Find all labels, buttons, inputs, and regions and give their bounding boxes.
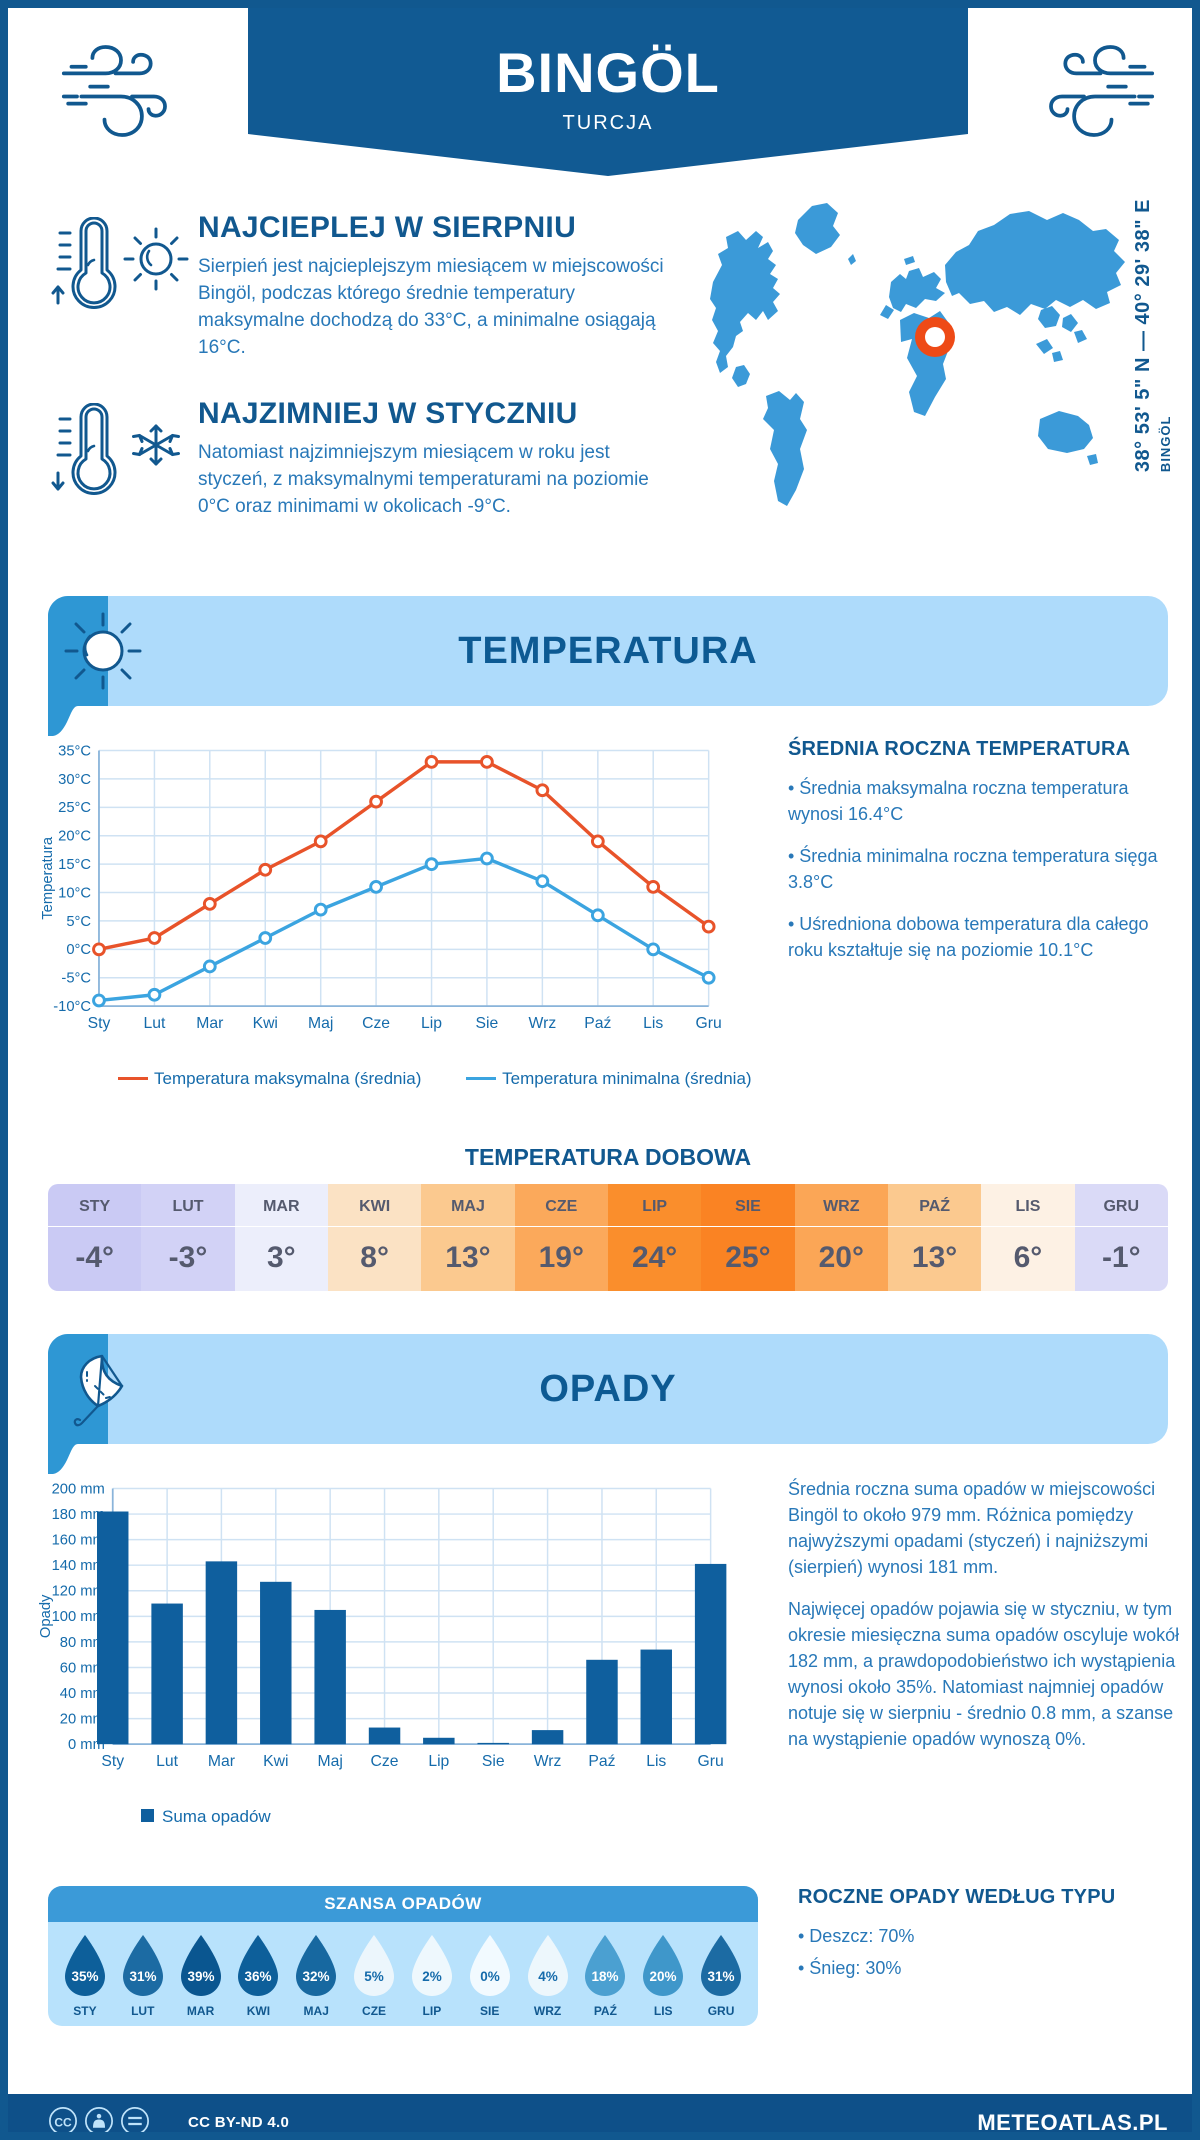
svg-text:Mar: Mar (196, 1015, 223, 1032)
svg-text:32%: 32% (303, 1969, 330, 1984)
svg-text:20°C: 20°C (58, 829, 91, 845)
svg-text:25°C: 25°C (58, 800, 91, 816)
svg-text:Sty: Sty (101, 1753, 124, 1770)
svg-text:10°C: 10°C (58, 885, 91, 901)
svg-text:120 mm: 120 mm (52, 1584, 105, 1600)
svg-text:Cze: Cze (362, 1015, 390, 1032)
svg-text:100 mm: 100 mm (52, 1609, 105, 1625)
svg-text:-5°C: -5°C (61, 971, 91, 987)
svg-text:4%: 4% (538, 1969, 558, 1984)
svg-text:Sty: Sty (88, 1015, 111, 1032)
svg-text:Gru: Gru (698, 1753, 724, 1770)
svg-text:15°C: 15°C (58, 857, 91, 873)
svg-text:30°C: 30°C (58, 772, 91, 788)
svg-text:-10°C: -10°C (53, 999, 91, 1015)
svg-text:Wrz: Wrz (529, 1015, 557, 1032)
svg-text:31%: 31% (708, 1969, 735, 1984)
svg-text:Kwi: Kwi (253, 1015, 278, 1032)
svg-text:Lis: Lis (643, 1015, 663, 1032)
svg-text:35%: 35% (71, 1969, 98, 1984)
svg-text:35°C: 35°C (58, 743, 91, 759)
svg-text:5%: 5% (364, 1969, 384, 1984)
svg-text:200 mm: 200 mm (52, 1481, 105, 1497)
svg-text:Kwi: Kwi (263, 1753, 288, 1770)
svg-text:CC: CC (54, 2115, 72, 2129)
svg-text:Sie: Sie (476, 1015, 499, 1032)
svg-text:20%: 20% (650, 1969, 677, 1984)
svg-text:Opady: Opady (38, 1594, 54, 1638)
svg-text:2%: 2% (422, 1969, 442, 1984)
svg-text:Lut: Lut (144, 1015, 166, 1032)
svg-text:Temperatura: Temperatura (40, 836, 56, 920)
svg-text:0%: 0% (480, 1969, 500, 1984)
svg-text:Wrz: Wrz (534, 1753, 562, 1770)
svg-text:160 mm: 160 mm (52, 1533, 105, 1549)
svg-text:Lip: Lip (428, 1753, 449, 1770)
svg-text:0°C: 0°C (66, 942, 91, 958)
svg-text:Paź: Paź (584, 1015, 611, 1032)
svg-text:31%: 31% (129, 1969, 156, 1984)
svg-text:Maj: Maj (308, 1015, 333, 1032)
svg-text:39%: 39% (187, 1969, 214, 1984)
svg-text:Paź: Paź (588, 1753, 615, 1770)
svg-text:Mar: Mar (208, 1753, 235, 1770)
svg-text:Lip: Lip (421, 1015, 442, 1032)
svg-text:36%: 36% (245, 1969, 272, 1984)
svg-text:180 mm: 180 mm (52, 1507, 105, 1523)
svg-text:Maj: Maj (317, 1753, 342, 1770)
svg-text:Sie: Sie (482, 1753, 505, 1770)
svg-text:18%: 18% (592, 1969, 619, 1984)
svg-text:Gru: Gru (696, 1015, 722, 1032)
svg-text:140 mm: 140 mm (52, 1558, 105, 1574)
svg-text:Lis: Lis (646, 1753, 666, 1770)
svg-text:Cze: Cze (371, 1753, 399, 1770)
svg-text:Lut: Lut (156, 1753, 178, 1770)
svg-text:5°C: 5°C (66, 914, 91, 930)
